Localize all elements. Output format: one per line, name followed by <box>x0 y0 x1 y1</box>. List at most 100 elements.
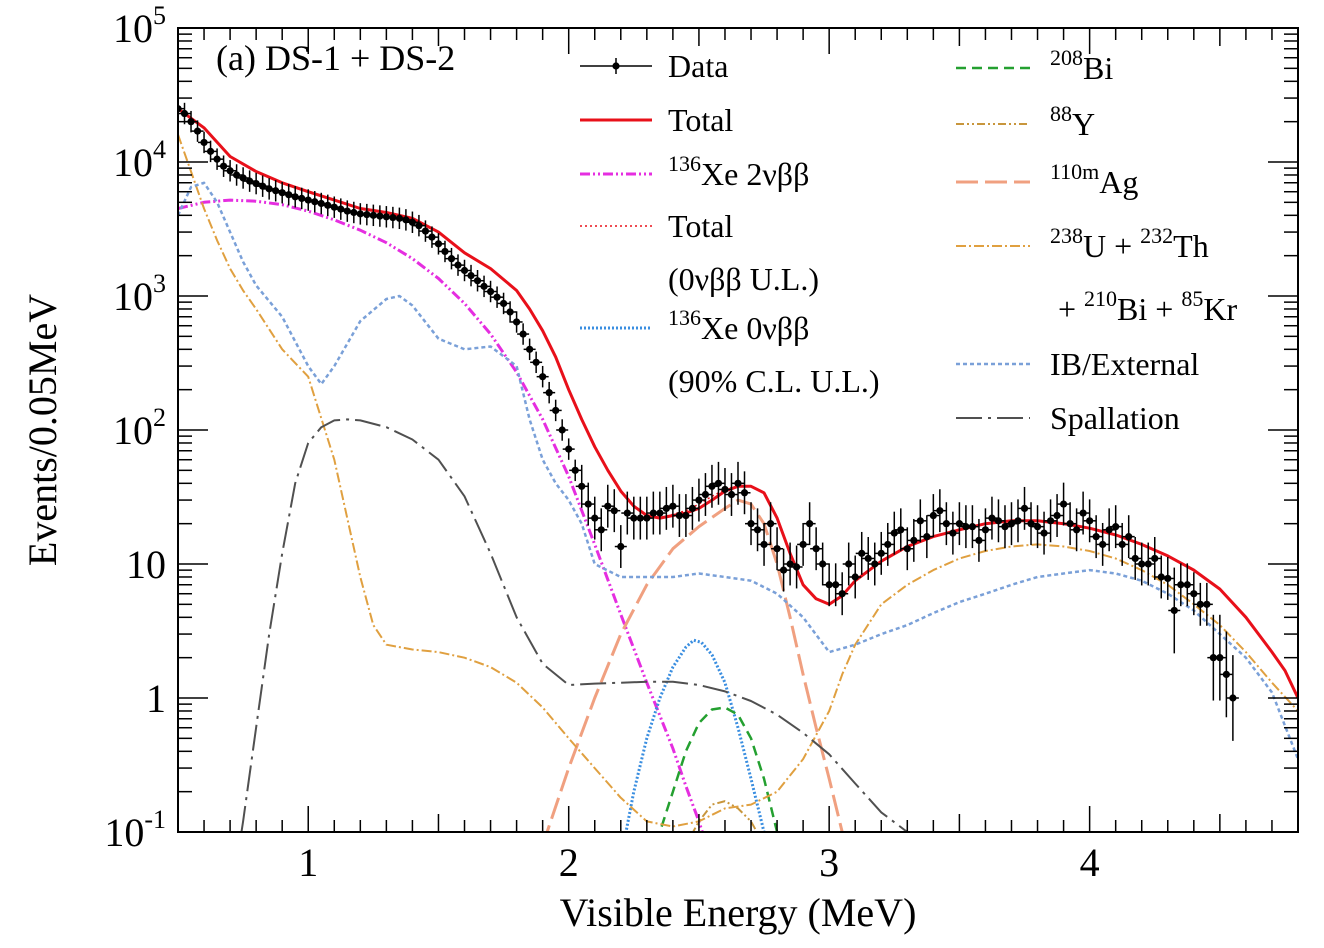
data-point-marker <box>1151 554 1159 563</box>
data-point <box>1122 515 1135 559</box>
data-point <box>979 508 992 552</box>
data-point <box>679 494 692 537</box>
data-point <box>875 531 888 575</box>
data-point <box>992 499 1005 543</box>
data-point-marker <box>701 490 710 499</box>
data-point-marker <box>395 214 403 222</box>
data-point-marker <box>1092 533 1100 541</box>
legend-sample-marker <box>612 62 620 70</box>
data-point <box>1038 511 1051 555</box>
panel-title: (a) DS-1 + DS-2 <box>216 38 455 78</box>
legend-label-line2: (90% C.L. U.L.) <box>668 363 880 399</box>
data-point-marker <box>1066 520 1074 528</box>
data-point-marker <box>806 520 814 528</box>
data-point <box>1220 631 1233 718</box>
series-xe2nu-line <box>178 198 704 832</box>
data-point-marker <box>552 406 560 415</box>
data-point-marker <box>1014 517 1022 525</box>
data-point-marker <box>916 517 924 525</box>
data-point-marker <box>526 345 534 353</box>
data-point <box>810 527 823 571</box>
series-ib-line <box>178 181 1298 760</box>
data-point <box>1129 537 1142 580</box>
data-point-marker <box>259 182 267 190</box>
data-point-marker <box>1040 529 1048 537</box>
data-point <box>360 203 373 226</box>
data-point <box>868 542 881 586</box>
data-point <box>627 496 640 540</box>
data-point <box>790 545 803 589</box>
data-point-marker <box>656 509 664 517</box>
data-point-marker <box>864 554 872 563</box>
data-point-marker <box>252 179 260 188</box>
data-point <box>543 381 556 404</box>
data-point <box>471 270 484 292</box>
data-point-marker <box>480 282 488 290</box>
data-point <box>712 461 725 505</box>
data-point <box>946 511 959 555</box>
data-point <box>517 323 530 345</box>
data-point-marker <box>753 526 762 534</box>
data-point-marker <box>740 489 749 497</box>
data-point-marker <box>291 193 299 201</box>
data-point <box>504 301 517 323</box>
data-point-marker <box>727 490 736 499</box>
data-point <box>640 496 653 540</box>
data-point <box>1200 582 1213 626</box>
data-point-marker <box>376 212 384 220</box>
data-point-marker <box>766 520 775 528</box>
data-point <box>1025 502 1038 546</box>
data-point <box>523 338 536 361</box>
y-tick-label: 10-1 <box>104 805 166 855</box>
data-point-marker <box>1170 606 1178 615</box>
data-point-marker <box>897 526 905 534</box>
data-point-marker <box>1007 520 1016 528</box>
data-point-marker <box>968 523 977 531</box>
data-point <box>608 489 621 533</box>
series-y88-line <box>691 800 758 832</box>
data-point-marker <box>226 167 234 175</box>
data-point-marker <box>460 266 469 275</box>
data-point-marker <box>604 502 612 510</box>
x-tick-label: 1 <box>298 840 318 885</box>
data-point-marker <box>558 426 566 434</box>
data-point-marker <box>708 482 716 490</box>
data-point <box>797 522 810 566</box>
data-point <box>250 172 263 195</box>
data-point <box>758 522 771 566</box>
data-point-marker <box>630 514 638 522</box>
data-point-marker <box>506 308 514 316</box>
data-point-marker <box>962 523 970 531</box>
data-point-marker <box>454 261 462 269</box>
data-point <box>425 226 438 248</box>
data-point-marker <box>545 389 553 397</box>
data-point <box>829 563 842 607</box>
data-point-marker <box>649 509 657 517</box>
plot-area <box>178 97 1298 832</box>
data-point-marker <box>298 194 306 203</box>
data-point-marker <box>428 233 436 241</box>
data-point <box>582 482 595 526</box>
data-point-marker <box>858 549 866 557</box>
legend-label-line2: (0νββ U.L.) <box>668 261 819 297</box>
data-point <box>972 518 985 562</box>
data-point-marker <box>1138 560 1146 568</box>
data-point <box>178 102 191 125</box>
data-point-marker <box>1033 523 1042 531</box>
data-point <box>1103 508 1116 552</box>
data-point-marker <box>1222 670 1230 679</box>
data-point <box>614 525 627 568</box>
legend-label: Spallation <box>1050 400 1180 436</box>
data-point <box>1109 505 1122 549</box>
data-point <box>745 502 758 546</box>
data-point <box>1174 563 1187 607</box>
data-point-marker <box>1131 554 1139 563</box>
data-point-marker <box>200 138 208 147</box>
data-point-marker <box>1229 694 1237 702</box>
data-point <box>634 496 647 540</box>
data-point-marker <box>636 514 644 522</box>
data-point <box>771 527 784 571</box>
data-point <box>412 214 425 237</box>
